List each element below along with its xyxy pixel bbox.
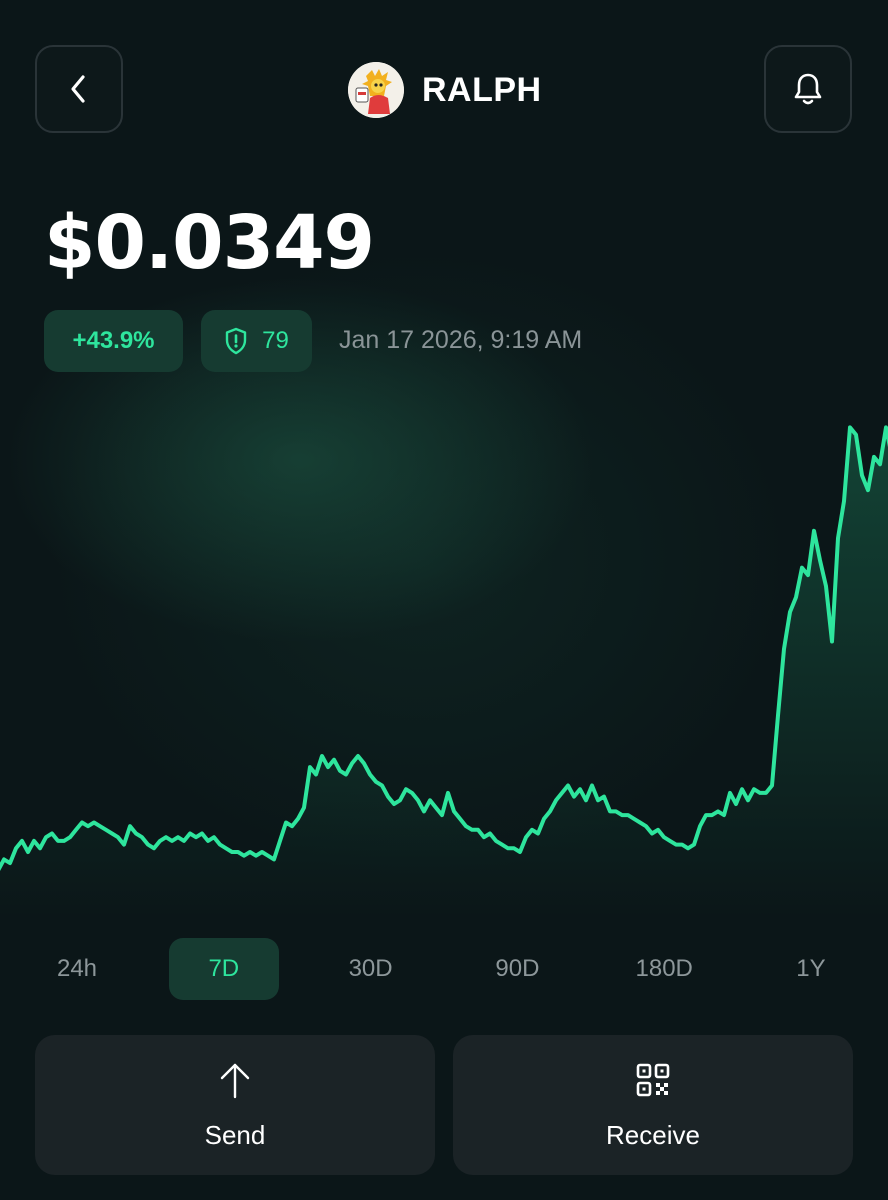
token-avatar — [348, 62, 404, 118]
time-range-selector: 24h 7D 30D 90D 180D 1Y — [22, 938, 866, 1000]
range-tab-30d[interactable]: 30D — [348, 955, 393, 982]
price-chart[interactable] — [0, 400, 888, 920]
notifications-button[interactable] — [764, 45, 852, 133]
range-tab-24h[interactable]: 24h — [56, 955, 98, 982]
range-tab-7d[interactable]: 7D — [168, 938, 279, 1000]
price-area-fill — [0, 427, 888, 920]
qr-code-icon — [633, 1060, 673, 1100]
bell-icon — [794, 73, 822, 105]
price-timestamp: Jan 17 2026, 9:19 AM — [339, 326, 583, 354]
chevron-left-icon — [71, 75, 85, 103]
range-tab-90d[interactable]: 90D — [495, 955, 540, 982]
security-score-value: 79 — [262, 327, 289, 354]
range-tab-180d[interactable]: 180D — [635, 955, 693, 982]
price-change-value: +43.9% — [72, 327, 155, 354]
token-price: $0.0349 — [44, 200, 375, 286]
token-name: RALPH — [422, 70, 542, 109]
token-header: RALPH — [348, 62, 542, 118]
arrow-up-icon — [215, 1060, 255, 1100]
receive-label: Receive — [606, 1119, 700, 1150]
send-label: Send — [204, 1119, 266, 1150]
back-button[interactable] — [35, 45, 123, 133]
receive-button[interactable]: Receive — [453, 1035, 853, 1175]
price-change-badge: +43.9% — [44, 310, 183, 372]
range-tab-1y[interactable]: 1Y — [796, 955, 826, 982]
send-button[interactable]: Send — [35, 1035, 435, 1175]
price-line — [0, 425, 888, 872]
security-score-badge[interactable]: 79 — [201, 310, 312, 372]
shield-icon — [225, 327, 247, 355]
